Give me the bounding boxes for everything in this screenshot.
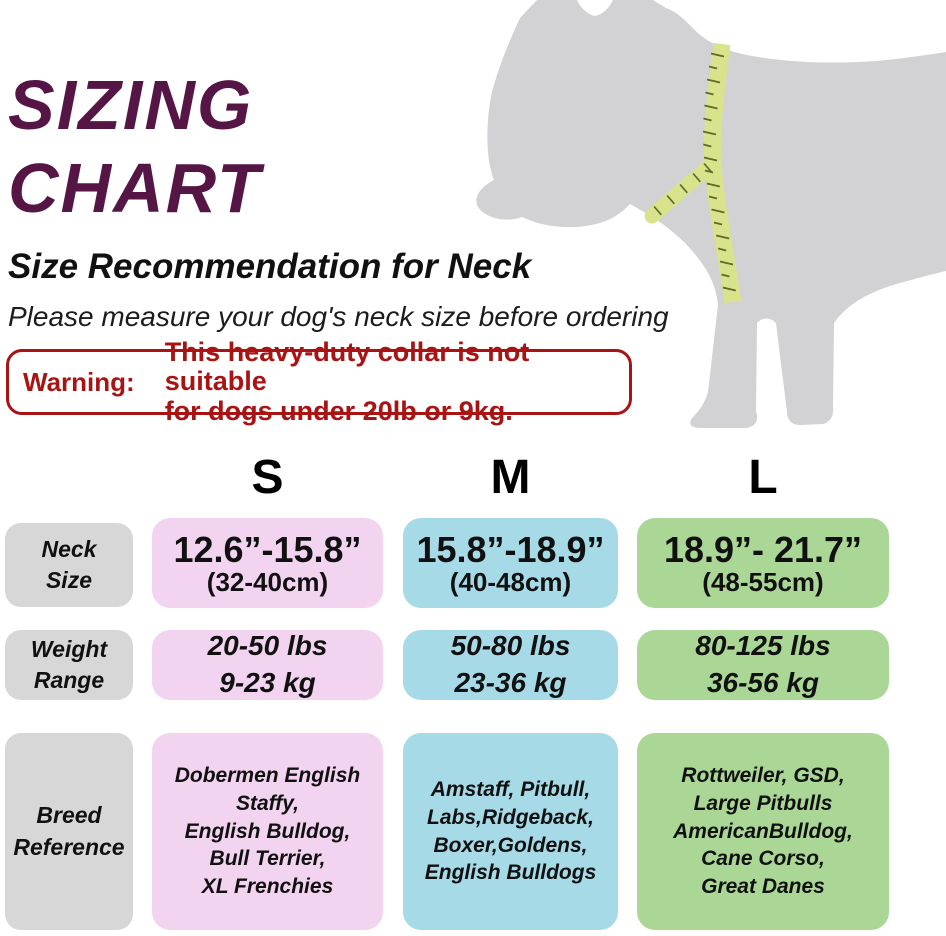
weight-m-lbs: 50-80 lbs [450, 630, 571, 662]
row-label-weight-range: Weight Range [5, 630, 133, 700]
weight-range-cell-m: 50-80 lbs 23-36 kg [403, 630, 618, 700]
weight-l-kg: 36-56 kg [706, 667, 820, 698]
breed-reference-cell-l: Rottweiler, GSD, Large Pitbulls American… [637, 733, 889, 930]
breed-reference-cell-s: Dobermen English Staffy, English Bulldog… [152, 733, 383, 930]
warning-box: Warning: This heavy-duty collar is not s… [6, 338, 632, 425]
page-title-line-2: CHART [8, 149, 262, 227]
breed-reference-cell-m: Amstaff, Pitbull, Labs,Ridgeback, Boxer,… [403, 733, 618, 930]
neck-size-cell-s: 12.6”-15.8” (32-40cm) [152, 518, 383, 608]
weight-s-kg: 9-23 kg [219, 667, 316, 698]
row-label-breed-reference: Breed Reference [5, 733, 133, 930]
neck-size-m-inches: 15.8”-18.9” [416, 528, 605, 570]
neck-size-cell-l: 18.9”- 21.7” (48-55cm) [637, 518, 889, 608]
page-title-line-1: SIZING [8, 66, 254, 144]
measuring-tape-ticks [653, 52, 736, 292]
subtitle: Size Recommendation for Neck [8, 247, 532, 286]
page-title: SIZING CHART [8, 64, 262, 230]
warning-label: Warning: [23, 366, 135, 397]
neck-size-l-cm: (48-55cm) [702, 567, 824, 598]
neck-size-s-inches: 12.6”-15.8” [173, 528, 362, 570]
weight-s-lbs: 20-50 lbs [207, 630, 328, 662]
weight-range-cell-l: 80-125 lbs 36-56 kg [637, 630, 889, 700]
neck-size-m-cm: (40-48cm) [449, 567, 572, 598]
measure-note: Please measure your dog's neck size befo… [8, 301, 669, 332]
column-header-m: M [490, 451, 531, 504]
neck-size-cell-m: 15.8”-18.9” (40-48cm) [403, 518, 618, 608]
neck-size-s-cm: (32-40cm) [206, 567, 329, 598]
column-header-l: L [748, 451, 778, 504]
weight-range-cell-s: 20-50 lbs 9-23 kg [152, 630, 383, 700]
column-header-s: S [251, 451, 284, 504]
neck-size-l-inches: 18.9”- 21.7” [663, 528, 863, 570]
weight-l-lbs: 80-125 lbs [695, 630, 831, 662]
warning-text: This heavy-duty collar is not suitable f… [164, 337, 530, 426]
weight-m-kg: 23-36 kg [454, 667, 567, 698]
row-label-neck-size: Neck Size [5, 523, 133, 607]
